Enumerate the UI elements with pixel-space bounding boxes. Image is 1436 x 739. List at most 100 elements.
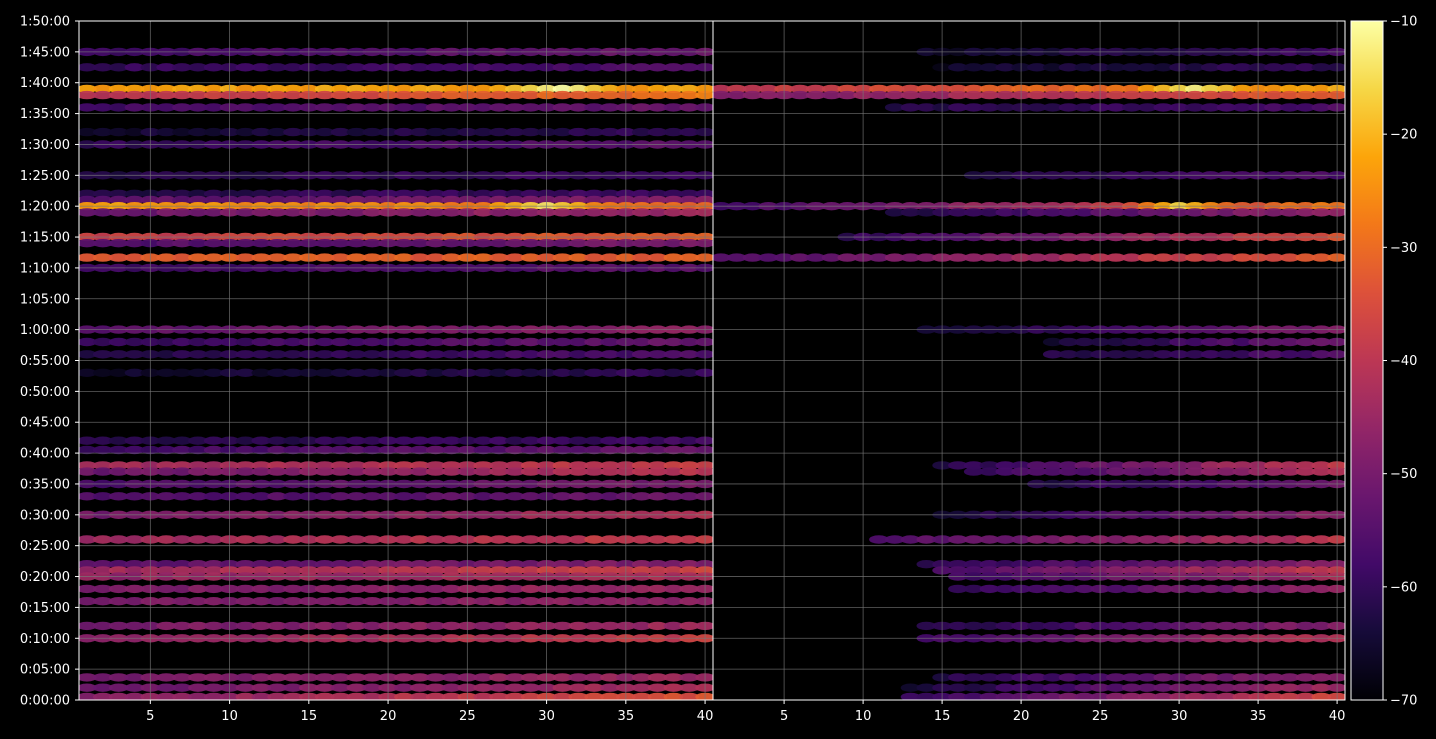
x-tick-label: 25 bbox=[459, 709, 476, 724]
heatmap-cell bbox=[1058, 560, 1079, 569]
heatmap-cell bbox=[520, 566, 541, 575]
heatmap-cell bbox=[695, 350, 713, 359]
heatmap-cell bbox=[663, 436, 684, 445]
heatmap-cell bbox=[267, 673, 287, 682]
heatmap-cell bbox=[600, 461, 620, 470]
heatmap-cell bbox=[552, 584, 573, 594]
heatmap-cell bbox=[283, 461, 303, 470]
heatmap-cell bbox=[1121, 673, 1142, 682]
x-tick-label: 30 bbox=[1171, 709, 1188, 724]
heatmap-cell bbox=[79, 368, 97, 377]
heatmap-cell bbox=[600, 692, 620, 700]
heatmap-cell bbox=[1185, 337, 1205, 347]
heatmap-cell bbox=[1137, 337, 1158, 347]
heatmap-cell bbox=[1058, 253, 1079, 262]
heatmap-cell bbox=[330, 566, 351, 575]
heatmap-cell bbox=[108, 566, 129, 575]
heatmap-cell bbox=[251, 673, 272, 682]
heatmap-cell bbox=[568, 350, 589, 359]
heatmap-cell bbox=[1074, 337, 1095, 347]
heatmap-cell bbox=[1279, 63, 1300, 72]
heatmap-cell bbox=[283, 368, 303, 377]
heatmap-cell bbox=[584, 566, 604, 575]
heatmap-cell bbox=[1106, 584, 1126, 594]
heatmap-cell bbox=[1311, 584, 1332, 594]
heatmap-cell bbox=[647, 692, 668, 700]
heatmap-cell bbox=[1121, 560, 1142, 569]
heatmap-cell bbox=[1200, 208, 1221, 217]
heatmap-cell bbox=[948, 566, 968, 575]
heatmap-cell bbox=[505, 84, 525, 94]
heatmap-cell bbox=[1327, 535, 1345, 544]
heatmap-cell bbox=[1106, 461, 1126, 470]
heatmap-cell bbox=[1295, 566, 1316, 575]
heatmap-cell bbox=[156, 84, 176, 94]
heatmap-cell bbox=[948, 560, 968, 569]
y-tick-label: 1:10:00 bbox=[20, 261, 70, 276]
heatmap-cell bbox=[346, 103, 367, 112]
heatmap-cell bbox=[679, 368, 699, 377]
heatmap-cell bbox=[552, 566, 573, 575]
heatmap-cell bbox=[156, 189, 176, 198]
heatmap-cell bbox=[631, 692, 652, 700]
heatmap-cell bbox=[108, 692, 129, 700]
heatmap-cell bbox=[172, 189, 192, 198]
heatmap-cell bbox=[1027, 253, 1047, 262]
heatmap-cell bbox=[1264, 350, 1284, 359]
heatmap-cell bbox=[916, 90, 937, 100]
heatmap-cell bbox=[203, 492, 224, 501]
heatmap-cell bbox=[520, 63, 541, 72]
heatmap-cell bbox=[568, 560, 589, 569]
heatmap-cell bbox=[93, 103, 113, 112]
heatmap-cell bbox=[235, 84, 256, 94]
heatmap-cell bbox=[362, 337, 383, 347]
heatmap-cell bbox=[172, 597, 192, 606]
heatmap-cell bbox=[203, 683, 224, 692]
heatmap-cell bbox=[552, 90, 573, 100]
heatmap-cell bbox=[568, 492, 589, 501]
heatmap-cell bbox=[172, 445, 192, 455]
y-tick-label: 1:15:00 bbox=[20, 231, 70, 246]
heatmap-cell bbox=[1137, 350, 1158, 359]
heatmap-cell bbox=[203, 584, 224, 594]
heatmap-cell bbox=[1058, 208, 1079, 217]
heatmap-cell bbox=[758, 90, 779, 100]
heatmap-cell bbox=[695, 692, 713, 700]
heatmap-cell bbox=[235, 673, 256, 682]
x-tick-label: 5 bbox=[146, 709, 154, 724]
heatmap-cell bbox=[1153, 461, 1174, 470]
heatmap-cell bbox=[505, 368, 525, 377]
heatmap-cell bbox=[489, 597, 509, 606]
heatmap-cell bbox=[1327, 621, 1345, 631]
heatmap-cell bbox=[156, 621, 176, 631]
heatmap-cell bbox=[520, 127, 541, 137]
colorbar-tick-label: −10 bbox=[1390, 15, 1417, 30]
heatmap-cell bbox=[1058, 584, 1079, 594]
heatmap-cell bbox=[251, 337, 272, 347]
heatmap-cell bbox=[695, 683, 713, 692]
heatmap-cell bbox=[995, 692, 1016, 700]
heatmap-cell bbox=[124, 560, 145, 569]
heatmap-cell bbox=[108, 239, 129, 248]
heatmap-cell bbox=[963, 584, 984, 594]
heatmap-cell bbox=[441, 350, 462, 359]
heatmap-cell bbox=[425, 467, 446, 476]
heatmap-cell bbox=[679, 683, 699, 692]
heatmap-cell bbox=[1311, 337, 1332, 347]
heatmap-cell bbox=[568, 673, 589, 682]
heatmap-cell bbox=[156, 253, 176, 262]
heatmap-cell bbox=[1232, 584, 1253, 594]
heatmap-cell bbox=[79, 84, 97, 94]
heatmap-cell bbox=[568, 597, 589, 606]
heatmap-cell bbox=[647, 239, 668, 248]
heatmap-cell bbox=[473, 103, 494, 112]
heatmap-cell bbox=[1137, 692, 1158, 700]
heatmap-cell bbox=[1137, 560, 1158, 569]
heatmap-cell bbox=[1153, 683, 1174, 692]
heatmap-cell bbox=[552, 492, 573, 501]
heatmap-cell bbox=[203, 239, 224, 248]
heatmap-cell bbox=[251, 103, 272, 112]
heatmap-cell bbox=[979, 63, 1000, 72]
heatmap-cell bbox=[314, 673, 335, 682]
heatmap-cell bbox=[203, 127, 224, 137]
